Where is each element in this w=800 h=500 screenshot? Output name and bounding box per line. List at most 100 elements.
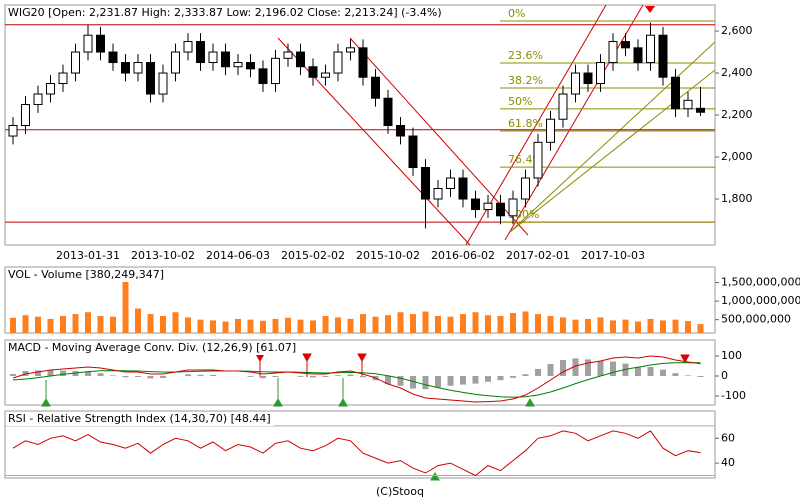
- histogram-bar: [597, 361, 604, 376]
- candle-body: [621, 41, 630, 49]
- candle-body: [596, 62, 605, 85]
- candle-body: [583, 72, 593, 85]
- candle-body: [33, 93, 43, 106]
- histogram-bar: [360, 376, 366, 378]
- volume-bar: [560, 317, 566, 333]
- candle-body: [346, 47, 355, 53]
- candle-body: [608, 41, 618, 64]
- y-tick-label: 2,200: [721, 108, 753, 121]
- y-tick-label: 2,400: [721, 66, 753, 79]
- volume-bar: [322, 315, 329, 333]
- volume-bar: [410, 314, 416, 333]
- histogram-bar: [535, 369, 541, 376]
- y-tick-label: 2,600: [721, 24, 753, 37]
- x-tick-label: 2017-02-01: [506, 249, 570, 262]
- volume-bar: [485, 315, 491, 333]
- volume-bar: [335, 317, 341, 333]
- candle-body: [521, 177, 530, 200]
- volume-bar: [535, 314, 541, 333]
- candle-body: [421, 167, 430, 200]
- histogram-bar: [147, 376, 154, 379]
- volume-bar: [85, 312, 91, 333]
- volume-bar: [272, 318, 279, 333]
- volume-bar: [460, 314, 466, 333]
- candle-body: [108, 51, 118, 64]
- histogram-bar: [347, 374, 354, 376]
- candle-body: [508, 198, 518, 217]
- candle-body: [571, 72, 580, 95]
- histogram-bar: [310, 376, 316, 378]
- candle-body: [358, 47, 368, 78]
- volume-bar: [447, 316, 454, 333]
- candle-body: [471, 198, 480, 211]
- volume-bar: [235, 318, 241, 333]
- volume-bar: [310, 320, 316, 333]
- volume-bar: [22, 315, 29, 333]
- histogram-bar: [522, 374, 529, 376]
- candle-body: [183, 41, 193, 53]
- volume-bar: [697, 324, 704, 333]
- y-tick-label: 0: [721, 369, 728, 382]
- histogram-bar: [185, 374, 191, 376]
- histogram-bar: [297, 376, 304, 377]
- histogram-bar: [335, 375, 341, 376]
- candle-body: [296, 51, 305, 68]
- histogram-bar: [685, 375, 691, 376]
- candle-body: [496, 202, 505, 217]
- panel-title: RSI - Relative Strength Index (14,30,70)…: [8, 412, 271, 425]
- volume-bar: [597, 317, 604, 333]
- y-tick-label: 1,800: [721, 192, 753, 205]
- histogram-bar: [610, 361, 616, 376]
- candle-body: [58, 72, 68, 85]
- y-tick-label: 500,000,000: [721, 313, 791, 326]
- histogram-bar: [547, 364, 554, 376]
- candle-body: [371, 76, 380, 99]
- histogram-bar: [422, 376, 429, 390]
- candle-body: [133, 62, 143, 74]
- candle-body: [233, 62, 243, 68]
- candle-body: [283, 51, 293, 59]
- histogram-bar: [122, 376, 129, 378]
- histogram-bar: [272, 376, 279, 377]
- histogram-bar: [260, 376, 266, 379]
- volume-bar: [35, 316, 41, 333]
- volume-bar: [672, 319, 679, 333]
- x-tick-label: 2013-10-02: [131, 249, 195, 262]
- candle-body: [121, 62, 130, 74]
- candle-body: [258, 68, 268, 85]
- candle-body: [546, 118, 555, 143]
- volume-bar: [10, 317, 16, 333]
- volume-bar: [247, 319, 254, 333]
- histogram-bar: [672, 373, 679, 376]
- volume-bar: [647, 318, 654, 333]
- candle-body: [196, 41, 205, 64]
- candle-body: [46, 83, 55, 95]
- histogram-bar: [510, 376, 516, 378]
- candle-body: [671, 76, 680, 110]
- histogram-bar: [160, 376, 166, 378]
- histogram-bar: [560, 360, 566, 376]
- candle-body: [246, 62, 255, 70]
- volume-bar: [422, 311, 429, 333]
- y-tick-label: 1,500,000,000: [721, 276, 800, 289]
- volume-bar: [160, 315, 166, 333]
- candle-body: [458, 177, 468, 200]
- title-bg: [6, 268, 168, 282]
- candle-body: [533, 141, 543, 179]
- x-tick-label: 2013-01-31: [56, 249, 120, 262]
- histogram-bar: [660, 369, 666, 376]
- histogram-bar: [110, 375, 116, 376]
- histogram-bar: [572, 358, 579, 376]
- volume-bar: [147, 314, 154, 333]
- volume-bar: [397, 312, 404, 333]
- candle-body: [208, 51, 218, 64]
- histogram-bar: [210, 375, 216, 376]
- histogram-bar: [35, 370, 41, 376]
- y-tick-label: 100: [721, 349, 742, 362]
- x-tick-label: 2015-10-02: [356, 249, 420, 262]
- fan-line: [509, 41, 716, 233]
- candle-body: [71, 51, 80, 74]
- volume-bar: [222, 321, 229, 333]
- histogram-bar: [47, 370, 54, 376]
- fan-line: [509, 69, 716, 233]
